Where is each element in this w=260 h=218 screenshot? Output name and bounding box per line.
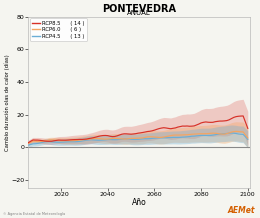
Text: ANUAL: ANUAL <box>127 10 151 16</box>
Text: © Agencia Estatal de Meteorología: © Agencia Estatal de Meteorología <box>3 212 65 216</box>
Legend: RCP8.5      ( 14 ), RCP6.0      ( 6 ), RCP4.5      ( 13 ): RCP8.5 ( 14 ), RCP6.0 ( 6 ), RCP4.5 ( 13… <box>30 19 87 41</box>
X-axis label: Año: Año <box>132 198 147 207</box>
Title: PONTEVEDRA: PONTEVEDRA <box>102 4 176 14</box>
Y-axis label: Cambio duración olas de calor (días): Cambio duración olas de calor (días) <box>4 54 10 151</box>
Text: AEMet: AEMet <box>227 206 255 215</box>
